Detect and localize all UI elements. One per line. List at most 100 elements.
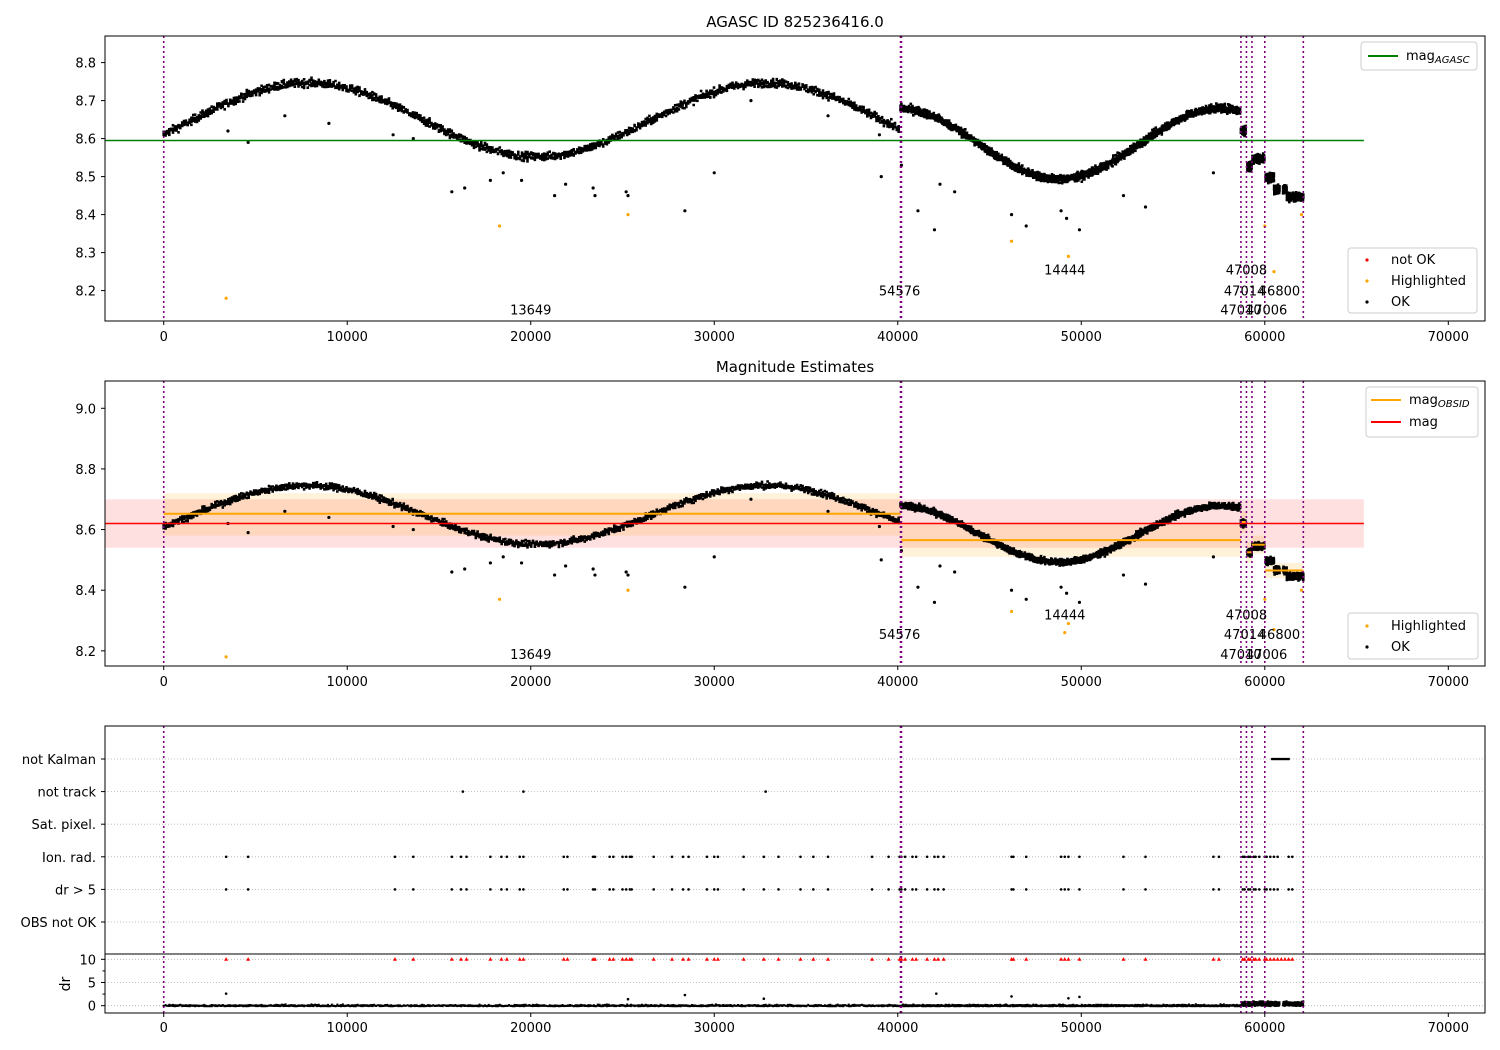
ok-outlier-point-26 (938, 182, 942, 186)
flag-event-3-16 (608, 855, 611, 859)
flag-event-4-39 (903, 888, 907, 891)
flag-event-3-12 (562, 855, 566, 859)
flag-event-4-14 (591, 888, 595, 891)
ok-outlier-point-20 (826, 509, 830, 513)
ok-outlier-point-34 (1143, 205, 1148, 209)
highlighted-point-8 (1299, 588, 1304, 592)
panel-3-frame (104, 725, 1486, 1014)
x-tick-label-0: 0 (160, 675, 168, 690)
dr-tick-label-5: 5 (88, 977, 96, 992)
flag-event-4-63 (1257, 888, 1261, 891)
dr-capped-marker-45 (941, 957, 946, 961)
flag-event-3-24 (681, 855, 685, 859)
flag-event-4-69 (1287, 888, 1290, 891)
panel-2-legend-bottom: Highlighted OK (1347, 612, 1479, 660)
flag-event-4-8 (500, 888, 503, 891)
flag-event-3-60 (1248, 855, 1252, 859)
panel-2-legend-top: magOBSID mag (1365, 386, 1479, 438)
dr-capped-marker-67 (1271, 957, 1276, 961)
ok-outlier-point-16 (624, 570, 628, 574)
highlighted-point-4 (1063, 631, 1067, 635)
dr-capped-marker-53 (1121, 957, 1126, 961)
panel-1-title: AGASC ID 825236416.0 (706, 13, 884, 31)
ok-outlier-point-35 (1211, 555, 1216, 559)
flag-label-2: Sat. pixel. (32, 818, 96, 833)
flag-event-4-13 (566, 888, 569, 891)
flag-event-4-17 (612, 888, 615, 891)
ok-outlier-point-10 (519, 178, 524, 182)
flag-event-4-60 (1248, 888, 1252, 891)
ok-outlier-point-21 (877, 133, 882, 137)
x-tick-label-10000: 10000 (327, 330, 368, 345)
flag-event-3-51 (1067, 855, 1070, 859)
flag-event-3-61 (1252, 855, 1256, 859)
dr-capped-marker-47 (1011, 957, 1016, 961)
ok-outlier-point-13 (591, 567, 595, 571)
flag-event-3-57 (1241, 855, 1245, 859)
dr-capped-marker-42 (925, 957, 930, 961)
ok-outlier-point-27 (953, 570, 957, 574)
highlighted-point-3 (1009, 609, 1014, 614)
dr-capped-marker-12 (561, 957, 566, 961)
ok-outlier-point-15 (626, 194, 630, 198)
dr-capped-marker-38 (899, 957, 904, 961)
dr-capped-marker-8 (499, 957, 504, 961)
x-tick-label-60000: 60000 (1244, 330, 1285, 345)
flag-event-4-26 (705, 888, 709, 891)
ok-outlier-point-3 (327, 515, 331, 520)
flag-event-4-54 (1144, 888, 1147, 891)
ok-outlier-point-6 (450, 190, 454, 194)
ok-outlier-point-17 (683, 209, 687, 213)
flag-event-4-44 (936, 888, 940, 891)
x-tick-label-60000: 60000 (1244, 675, 1285, 690)
obsid-label-47006: 47006 (1246, 304, 1287, 319)
x-tick-label-0: 0 (160, 330, 168, 345)
panel-agasc-magnitude: AGASC ID 825236416.0 13649 54576 14444 4700… (75, 13, 1486, 345)
ok-outlier-point-10 (519, 561, 524, 565)
legend-mag-label: mag (1409, 415, 1438, 430)
ok-points-cloud (162, 76, 1305, 204)
dr-capped-marker-52 (1077, 957, 1082, 961)
dr-capped-marker-51 (1066, 957, 1071, 961)
dr-capped-marker-13 (565, 957, 570, 961)
ok-outlier-point-15 (626, 573, 630, 577)
highlighted-point-0 (224, 296, 228, 300)
highlighted-point-4 (1066, 254, 1071, 258)
dr-capped-marker-69 (1279, 957, 1284, 961)
x-tick-label-40000: 40000 (877, 330, 918, 345)
dr-capped-marker-16 (607, 957, 612, 961)
dr-capped-marker-66 (1268, 957, 1273, 961)
ok-outlier-point-13 (591, 186, 595, 190)
flag-event-4-66 (1268, 888, 1272, 891)
flag-event-3-40 (911, 855, 914, 859)
panel-2-title: Magnitude Estimates (716, 358, 874, 376)
dr-outlier-6 (1067, 996, 1070, 1000)
flag-event-3-68 (1276, 855, 1279, 859)
panel-1-frame (104, 35, 1486, 322)
dr-capped-marker-48 (1024, 957, 1029, 961)
ok-outlier-point-33 (1121, 194, 1126, 198)
obsid-label-13649: 13649 (510, 304, 551, 319)
obsid-label-14444: 14444 (1044, 264, 1085, 279)
ok-outlier-point-24 (916, 209, 920, 213)
flag-event-4-46 (1010, 888, 1013, 891)
flag-event-3-53 (1122, 855, 1125, 859)
flag-event-4-31 (777, 888, 780, 891)
x-tick-label-70000: 70000 (1428, 330, 1469, 345)
obsid-label-47010: 47010 (1220, 304, 1261, 319)
flag-event-3-49 (1059, 855, 1063, 859)
x-tick-label-50000: 50000 (1061, 330, 1102, 345)
highlighted-point-3 (1009, 239, 1014, 243)
ok-outlier-point-19 (749, 99, 753, 103)
flag-event-4-21 (630, 888, 633, 891)
ok-outlier-point-12 (564, 564, 568, 568)
flag-event-4-35 (870, 888, 874, 891)
dr-capped-marker-56 (1216, 957, 1221, 961)
flag-event-0-8 (1285, 757, 1289, 761)
ok-outlier-point-5 (411, 137, 415, 141)
flag-event-3-9 (505, 855, 509, 859)
ok-outlier-point-1 (246, 140, 250, 144)
flag-event-0-6 (1281, 757, 1285, 761)
flag-event-0-7 (1283, 757, 1287, 761)
ok-outlier-point-2 (283, 114, 287, 118)
